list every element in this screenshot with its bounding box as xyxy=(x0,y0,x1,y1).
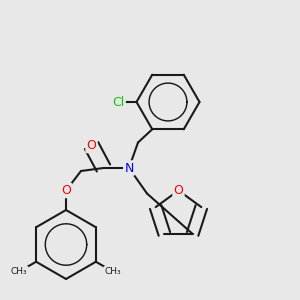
Text: O: O xyxy=(61,184,71,197)
Text: N: N xyxy=(124,161,134,175)
Text: O: O xyxy=(174,184,183,197)
Text: O: O xyxy=(87,139,96,152)
Text: CH₃: CH₃ xyxy=(11,267,28,276)
Text: CH₃: CH₃ xyxy=(104,267,121,276)
Text: Cl: Cl xyxy=(112,95,124,109)
